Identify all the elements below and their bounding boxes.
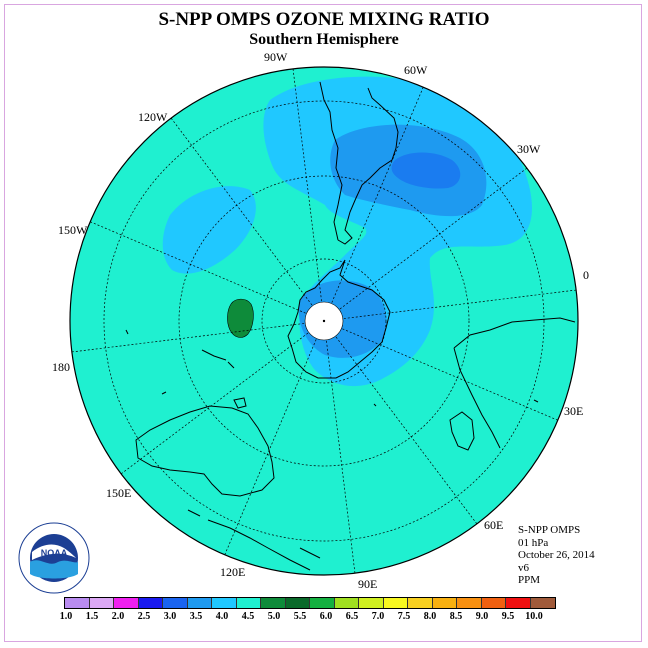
colorbar-tick-label: 7.0	[371, 611, 385, 622]
colorbar-tick-label: 8.5	[449, 611, 463, 622]
lon-label-150e: 150E	[106, 486, 132, 500]
observation-date: October 26, 2014	[518, 549, 595, 561]
colorbar-swatch	[310, 598, 335, 608]
colorbar-swatch	[359, 598, 384, 608]
colorbar-swatch	[457, 598, 482, 608]
map-title: S-NPP OMPS OZONE MIXING RATIO	[158, 9, 490, 30]
indonesia-coast	[187, 509, 321, 571]
colorbar-tick-label: 6.0	[319, 611, 333, 622]
colorbar-swatch	[261, 598, 286, 608]
colorbar-swatch	[506, 598, 531, 608]
colorbar-swatch	[530, 598, 555, 608]
colorbar-tick-label: 7.5	[397, 611, 411, 622]
lon-label-60e: 60E	[484, 518, 504, 532]
colorbar-swatch	[481, 598, 506, 608]
colorbar-tick-label: 9.5	[501, 611, 515, 622]
colorbar-tick-label: 5.0	[267, 611, 281, 622]
tasmania-coast	[233, 397, 247, 409]
colorbar-tick-label: 8.0	[423, 611, 437, 622]
colorbar-swatch	[163, 598, 188, 608]
colorbar-tick-label: 10.0	[525, 611, 543, 622]
colorbar-swatch	[212, 598, 237, 608]
ozone-region-peak	[391, 152, 461, 189]
colorbar-tick-label: 1.0	[59, 611, 73, 622]
colorbar-tick-label: 2.0	[111, 611, 125, 622]
colorbar-tick-label: 5.5	[293, 611, 307, 622]
antarctica-coast	[287, 259, 391, 379]
madagascar-coast	[449, 411, 475, 451]
ozone-local-max	[227, 298, 254, 338]
colorbar-ticks: 1.0 1.5 2.0 2.5 3.0 3.5 4.0 4.5 5.0 5.5 6.0 6.5 7.0 7…	[60, 611, 584, 625]
new-zealand-coast	[201, 349, 235, 369]
lon-label-180: 180	[52, 360, 70, 374]
lon-label-0: 0	[583, 268, 589, 282]
lon-label-90e: 90E	[358, 577, 378, 591]
colorbar-tick-label: 2.5	[137, 611, 151, 622]
figure-frame	[4, 4, 642, 642]
colorbar-swatch	[285, 598, 310, 608]
product-info: S-NPP OMPS 01 hPa October 26, 2014 v6 PP…	[518, 524, 595, 587]
units-label: PPM	[518, 574, 541, 586]
lon-label-90w: 90W	[264, 50, 288, 64]
colorbar-swatch	[408, 598, 433, 608]
colorbar-swatch	[138, 598, 163, 608]
coastlines	[125, 81, 576, 571]
data-version: v6	[518, 561, 529, 574]
noaa-logo: NOAA	[18, 522, 90, 594]
colorbar-swatch	[187, 598, 212, 608]
lon-label-120w: 120W	[138, 110, 168, 124]
colorbar-swatch	[236, 598, 261, 608]
small-islands	[125, 329, 539, 407]
instrument-name: S-NPP OMPS	[518, 524, 581, 536]
colorbar-swatch	[383, 598, 408, 608]
lon-label-30e: 30E	[564, 404, 584, 418]
colorbar-swatch	[114, 598, 139, 608]
map-subtitle: Southern Hemisphere	[249, 31, 399, 48]
colorbar-swatch	[89, 598, 114, 608]
colorbar-swatch	[65, 598, 90, 608]
colorbar-tick-label: 9.0	[475, 611, 489, 622]
colorbar-tick-label: 3.0	[163, 611, 177, 622]
colorbar-tick-label: 4.0	[215, 611, 229, 622]
map-boundary	[69, 66, 579, 576]
pole-dot	[322, 319, 326, 323]
lon-label-60w: 60W	[404, 63, 428, 77]
lon-label-30w: 30W	[517, 142, 541, 156]
colorbar-tick-label: 3.5	[189, 611, 203, 622]
colorbar-tick-label: 4.5	[241, 611, 255, 622]
colorbar-tick-label: 6.5	[345, 611, 359, 622]
australia-coast	[135, 405, 275, 497]
colorbar-swatch	[334, 598, 359, 608]
lon-label-120e: 120E	[220, 565, 246, 579]
colorbar-swatch	[432, 598, 457, 608]
noaa-logo-text: NOAA	[41, 548, 68, 558]
pressure-level: 01 hPa	[518, 536, 549, 549]
colorbar-tick-label: 1.5	[85, 611, 99, 622]
africa-coast	[453, 317, 576, 449]
colorbar	[64, 597, 556, 609]
south-america-coast	[319, 81, 399, 245]
lon-label-150w: 150W	[58, 223, 88, 237]
